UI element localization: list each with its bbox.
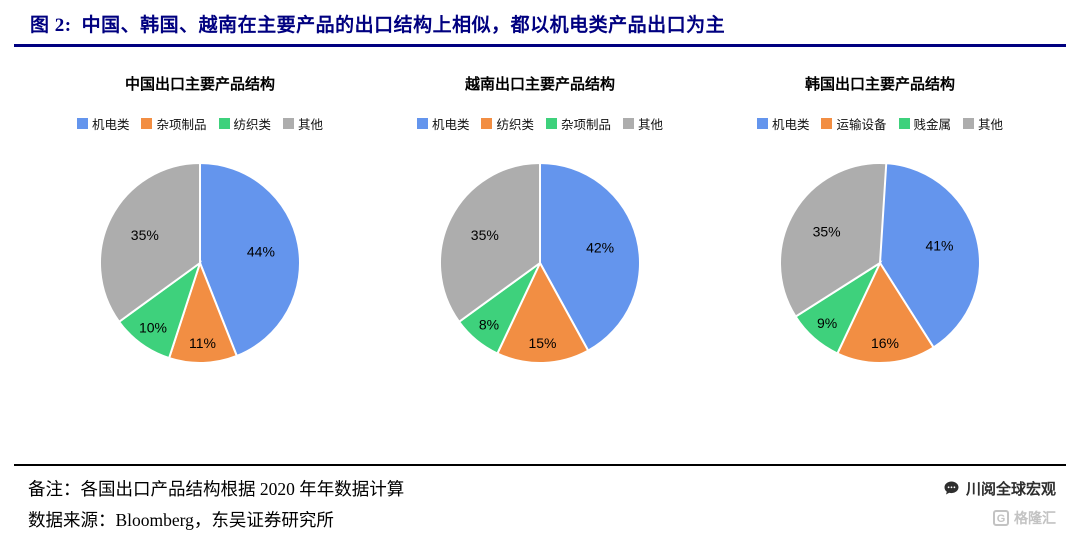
legend-item: 杂项制品 xyxy=(546,114,611,133)
legend-item: 其他 xyxy=(283,114,323,133)
chart-title: 中国出口主要产品结构 xyxy=(124,76,275,93)
legend-swatch xyxy=(76,118,88,129)
figure-footer: 备注：各国出口产品结构根据 2020 年年数据计算 数据来源：Bloomberg… xyxy=(0,468,1080,536)
legend-label: 其他 xyxy=(978,118,1004,132)
legend-label: 其他 xyxy=(638,118,664,132)
legend-label: 运输设备 xyxy=(836,118,887,132)
legend-swatch xyxy=(623,118,635,129)
legend-swatch xyxy=(898,118,910,129)
legend-item: 贱金属 xyxy=(898,114,952,133)
figure-title: 中国、韩国、越南在主要产品的出口结构上相似，都以机电类产品出口为主 xyxy=(81,15,726,36)
pie-chart-china: 中国出口主要产品结构 机电类 杂项制品 纺织类 其他 44% 11% 10% 35% xyxy=(30,59,370,371)
chart-legend: 机电类 运输设备 贱金属 其他 xyxy=(756,114,1003,133)
pie-data-label: 16% xyxy=(871,335,899,351)
charts-row: 中国出口主要产品结构 机电类 杂项制品 纺织类 其他 44% 11% 10% 35% 越南出… xyxy=(0,59,1080,371)
pie-svg: 42% 15% 8% 35% xyxy=(439,161,642,364)
legend-label: 纺织类 xyxy=(233,118,272,132)
legend-item: 其他 xyxy=(623,114,663,133)
pie-slice-其他 xyxy=(99,161,201,324)
legend-item: 运输设备 xyxy=(821,114,887,133)
pie-slice-机电类 xyxy=(199,161,301,358)
figure-number: 图 2: xyxy=(30,15,72,36)
legend-item: 其他 xyxy=(963,114,1003,133)
legend-item: 纺织类 xyxy=(218,114,272,133)
pie-slice-其他 xyxy=(779,162,888,318)
pie-data-label: 35% xyxy=(813,223,841,239)
legend-label: 贱金属 xyxy=(913,118,952,132)
chart-title: 韩国出口主要产品结构 xyxy=(804,76,955,93)
pie-svg: 44% 11% 10% 35% xyxy=(99,161,301,364)
pie-data-label: 15% xyxy=(528,335,556,351)
pie-slice-其他 xyxy=(439,161,541,324)
pie-slice-纺织类 xyxy=(496,260,590,364)
legend-item: 机电类 xyxy=(416,114,470,133)
chart-legend: 机电类 纺织类 杂项制品 其他 xyxy=(416,114,663,133)
pie-data-label: 8% xyxy=(479,317,499,333)
legend-label: 杂项制品 xyxy=(561,118,612,132)
pie-slice-机电类 xyxy=(539,161,642,352)
pie-data-label: 9% xyxy=(817,315,837,331)
pie-data-label: 35% xyxy=(471,227,499,243)
legend-item: 纺织类 xyxy=(481,114,534,133)
pie-data-label: 11% xyxy=(189,335,216,351)
logo-text: 格隆汇 xyxy=(1014,510,1056,526)
legend-swatch xyxy=(481,118,493,129)
pie-chart-korea: 韩国出口主要产品结构 机电类 运输设备 贱金属 其他 41% 16% 9% 35% xyxy=(710,59,1050,371)
header-divider-line xyxy=(14,44,1066,47)
note-line: 备注：各国出口产品结构根据 2020 年年数据计算 xyxy=(28,479,405,499)
legend-swatch xyxy=(963,118,975,129)
figure-header: 图 2: 中国、韩国、越南在主要产品的出口结构上相似，都以机电类产品出口为主 xyxy=(0,0,1080,41)
legend-swatch xyxy=(756,118,768,129)
pie-slice-运输设备 xyxy=(836,260,935,364)
chart-legend: 机电类 杂项制品 纺织类 其他 xyxy=(76,114,323,133)
legend-label: 机电类 xyxy=(91,118,130,132)
speech-bubble-icon xyxy=(944,481,959,495)
legend-label: 机电类 xyxy=(431,118,470,132)
pie-data-label: 10% xyxy=(139,320,167,336)
legend-swatch xyxy=(416,118,428,129)
legend-item: 杂项制品 xyxy=(141,114,207,133)
pie-data-label: 44% xyxy=(247,243,275,259)
legend-swatch xyxy=(218,118,230,129)
legend-item: 机电类 xyxy=(76,114,130,133)
legend-swatch xyxy=(546,118,557,129)
legend-label: 机电类 xyxy=(771,118,810,132)
watermark-text: 川阅全球宏观 xyxy=(965,481,1056,498)
gelonghui-logo-icon: G xyxy=(993,510,1009,526)
source-line: 数据来源：Bloomberg，东吴证券研究所 xyxy=(28,510,334,530)
logo-row: G 格隆汇 xyxy=(993,508,1056,528)
pie-data-label: 42% xyxy=(586,240,614,256)
legend-label: 纺织类 xyxy=(496,118,534,132)
legend-label: 杂项制品 xyxy=(156,118,207,132)
pie-svg: 41% 16% 9% 35% xyxy=(779,161,981,364)
figure-caption: 图 2: 中国、韩国、越南在主要产品的出口结构上相似，都以机电类产品出口为主 xyxy=(30,15,725,36)
pie-chart-vietnam: 越南出口主要产品结构 机电类 纺织类 杂项制品 其他 42% 15% 8% 35% xyxy=(370,59,710,371)
legend-item: 机电类 xyxy=(756,114,810,133)
footer-divider-line xyxy=(14,464,1066,466)
pie-data-label: 41% xyxy=(925,238,953,254)
pie-slice-杂项制品 xyxy=(167,260,239,364)
footer-notes: 备注：各国出口产品结构根据 2020 年年数据计算 数据来源：Bloomberg… xyxy=(28,474,404,536)
legend-swatch xyxy=(141,118,153,129)
watermark-row: 川阅全球宏观 xyxy=(943,478,1056,499)
legend-swatch xyxy=(283,118,295,129)
chart-title: 越南出口主要产品结构 xyxy=(464,76,615,93)
legend-label: 其他 xyxy=(298,118,324,132)
watermarks: 川阅全球宏观 G 格隆汇 xyxy=(943,474,1056,536)
legend-swatch xyxy=(821,118,833,129)
pie-data-label: 35% xyxy=(131,227,159,243)
